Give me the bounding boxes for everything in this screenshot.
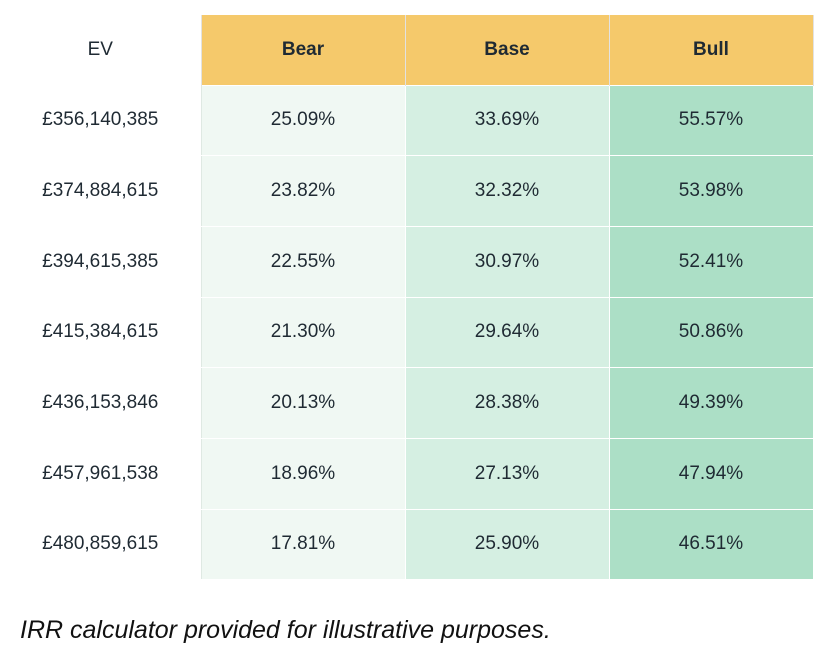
irr-cell: 25.90% bbox=[404, 508, 610, 581]
irr-cell: 29.64% bbox=[404, 296, 610, 369]
irr-cell: 22.55% bbox=[200, 225, 406, 298]
irr-cell: 52.41% bbox=[608, 225, 814, 298]
irr-cell: 23.82% bbox=[200, 155, 406, 227]
ev-cell: £457,961,538 bbox=[42, 462, 159, 484]
ev-cell: £480,859,615 bbox=[42, 533, 159, 555]
table-row: £436,153,846 20.13% 28.38% 49.39% bbox=[0, 367, 814, 439]
header-row: EV Bear Base Bull bbox=[0, 15, 814, 85]
table-row: £374,884,615 23.82% 32.32% 53.98% bbox=[0, 155, 814, 227]
irr-cell: 21.30% bbox=[200, 296, 406, 369]
header-cell: Base bbox=[404, 15, 610, 85]
irr-cell: 20.13% bbox=[200, 367, 406, 439]
table-row: £415,384,615 21.30% 29.64% 50.86% bbox=[0, 296, 814, 369]
table-row: £356,140,385 25.09% 33.69% 55.57% bbox=[0, 84, 814, 157]
irr-cell: 50.86% bbox=[608, 296, 814, 369]
ev-cell: £394,615,385 bbox=[42, 250, 159, 272]
table-row: £480,859,615 17.81% 25.90% 46.51% bbox=[0, 508, 814, 581]
irr-cell: 30.97% bbox=[404, 225, 610, 298]
irr-cell: 18.96% bbox=[200, 437, 406, 510]
irr-table: EV Bear Base Bull £356,140,385 25.09% 33.6… bbox=[0, 15, 814, 581]
irr-cell: 32.32% bbox=[404, 155, 610, 227]
irr-cell: 27.13% bbox=[404, 437, 610, 510]
header-cell: EV bbox=[0, 15, 201, 85]
irr-cell: 46.51% bbox=[608, 508, 814, 581]
irr-cell: 47.94% bbox=[608, 437, 814, 510]
irr-cell: 55.57% bbox=[608, 84, 814, 157]
table-row: £457,961,538 18.96% 27.13% 47.94% bbox=[0, 437, 814, 510]
footer-note: IRR calculator provided for illustrative… bbox=[20, 616, 551, 644]
irr-cell: 53.98% bbox=[608, 155, 814, 227]
irr-cell: 49.39% bbox=[608, 367, 814, 439]
ev-cell: £374,884,615 bbox=[42, 180, 159, 202]
ev-cell: £415,384,615 bbox=[42, 321, 159, 343]
ev-cell: £436,153,846 bbox=[42, 392, 159, 414]
table-body: £356,140,385 25.09% 33.69% 55.57% £374,884,6… bbox=[0, 84, 814, 581]
header-cell: Bear bbox=[200, 15, 406, 85]
table-row: £394,615,385 22.55% 30.97% 52.41% bbox=[0, 225, 814, 298]
irr-cell: 17.81% bbox=[200, 508, 406, 581]
irr-cell: 28.38% bbox=[404, 367, 610, 439]
ev-cell: £356,140,385 bbox=[42, 109, 159, 131]
irr-cell: 25.09% bbox=[200, 84, 406, 157]
irr-cell: 33.69% bbox=[404, 84, 610, 157]
header-cell: Bull bbox=[608, 15, 814, 85]
